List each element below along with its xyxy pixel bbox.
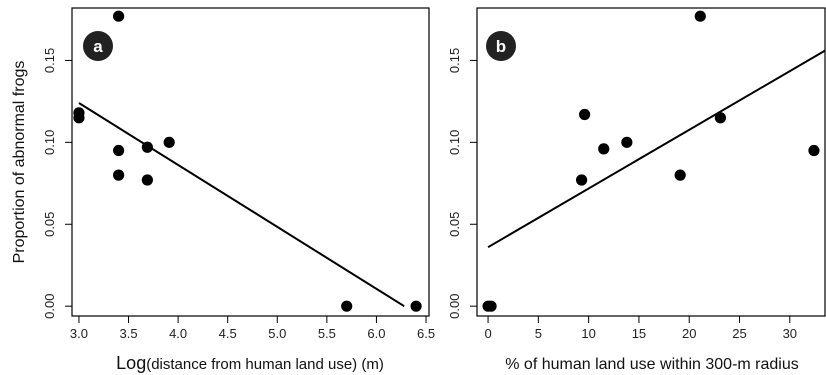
panel-b-data-point [579, 108, 591, 121]
panel-a-data-point [113, 10, 125, 22]
panel-b-data-point [674, 169, 686, 181]
panel-b: 0 5 10 15 20 25 30 0.00 0.05 0.10 0.15 b % of hum… [447, 7, 826, 373]
panel-a-x-axis-title: Log(distance from human land use) (m) [116, 353, 384, 373]
y-axis-title: Proportion of abnormal frogs [11, 61, 28, 264]
panel-a-x-axis-title-prefix: Log [116, 353, 146, 373]
panel-b-x-tick-label: 25 [732, 326, 746, 341]
panel-b-data-point [694, 10, 706, 22]
panel-a-letter: a [93, 37, 103, 56]
panel-b-data-point [621, 136, 633, 148]
panel-a-data-point [341, 300, 353, 312]
panel-a-x-tick-label: 3.5 [119, 326, 137, 341]
panel-a-x-tick-label: 3.0 [70, 326, 88, 341]
panel-b-plot-frame [476, 7, 826, 317]
panel-b-y-tick-label: 0.05 [447, 212, 462, 237]
panel-b-y-ticks: 0.00 0.05 0.10 0.15 [447, 48, 477, 319]
panel-b-letter: b [496, 37, 506, 56]
panel-a-points [73, 10, 422, 312]
panel-a-x-ticks: 3.0 3.5 4.0 4.5 5.0 5.5 6.0 6.5 [70, 316, 435, 341]
panel-b-x-tick-label: 30 [783, 326, 797, 341]
panel-b-x-tick-label: 0 [484, 326, 491, 341]
panel-b-points [482, 10, 820, 312]
panel-a-y-tick-label: 0.00 [42, 294, 57, 319]
panel-a-data-point [141, 141, 153, 153]
panel-a-x-tick-label: 6.0 [367, 326, 385, 341]
panel-a-data-point [113, 169, 125, 181]
panel-a-label-badge: a [83, 31, 113, 61]
panel-b-x-axis-title: % of human land use within 300-m radius [505, 356, 799, 373]
panel-b-x-tick-label: 5 [535, 326, 542, 341]
panel-a-data-point [410, 300, 422, 312]
panel-b-y-tick-label: 0.10 [447, 130, 462, 155]
panel-b-data-point [598, 143, 610, 155]
panel-a-data-point [141, 174, 153, 186]
panel-a-y-tick-label: 0.15 [42, 48, 57, 73]
panel-b-x-ticks: 0 5 10 15 20 25 30 [484, 316, 797, 341]
panel-b-data-point [485, 300, 497, 312]
panel-a: 3.0 3.5 4.0 4.5 5.0 5.5 6.0 6.5 0.00 0.05 0.10 0.1… [42, 7, 435, 373]
panel-a-x-tick-label: 5.0 [268, 326, 286, 341]
panel-b-x-tick-label: 10 [581, 326, 595, 341]
panel-b-x-tick-label: 15 [632, 326, 646, 341]
panel-b-x-tick-label: 20 [682, 326, 696, 341]
panel-a-plot-frame [71, 7, 430, 317]
panel-b-label-badge: b [486, 31, 516, 61]
panel-a-data-point [163, 136, 175, 148]
panel-b-data-point [714, 112, 726, 124]
panel-a-y-tick-label: 0.10 [42, 130, 57, 155]
panel-b-data-point [808, 144, 820, 157]
panel-a-y-tick-label: 0.05 [42, 212, 57, 237]
panel-a-data-point [73, 107, 85, 119]
panel-a-y-ticks: 0.00 0.05 0.10 0.15 [42, 48, 72, 319]
panel-a-fit-line [78, 102, 405, 308]
panel-a-x-tick-label: 5.5 [318, 326, 336, 341]
panel-a-data-point [113, 144, 125, 157]
panel-a-x-axis-title-rest: (distance from human land use) (m) [146, 356, 384, 373]
panel-a-x-tick-label: 6.5 [417, 326, 435, 341]
panel-b-y-tick-label: 0.00 [447, 294, 462, 319]
panel-b-y-tick-label: 0.15 [447, 48, 462, 73]
panel-a-x-tick-label: 4.5 [219, 326, 237, 341]
panel-a-x-tick-label: 4.0 [169, 326, 187, 341]
panel-b-data-point [576, 174, 588, 186]
panel-b-fit-line [487, 49, 826, 249]
